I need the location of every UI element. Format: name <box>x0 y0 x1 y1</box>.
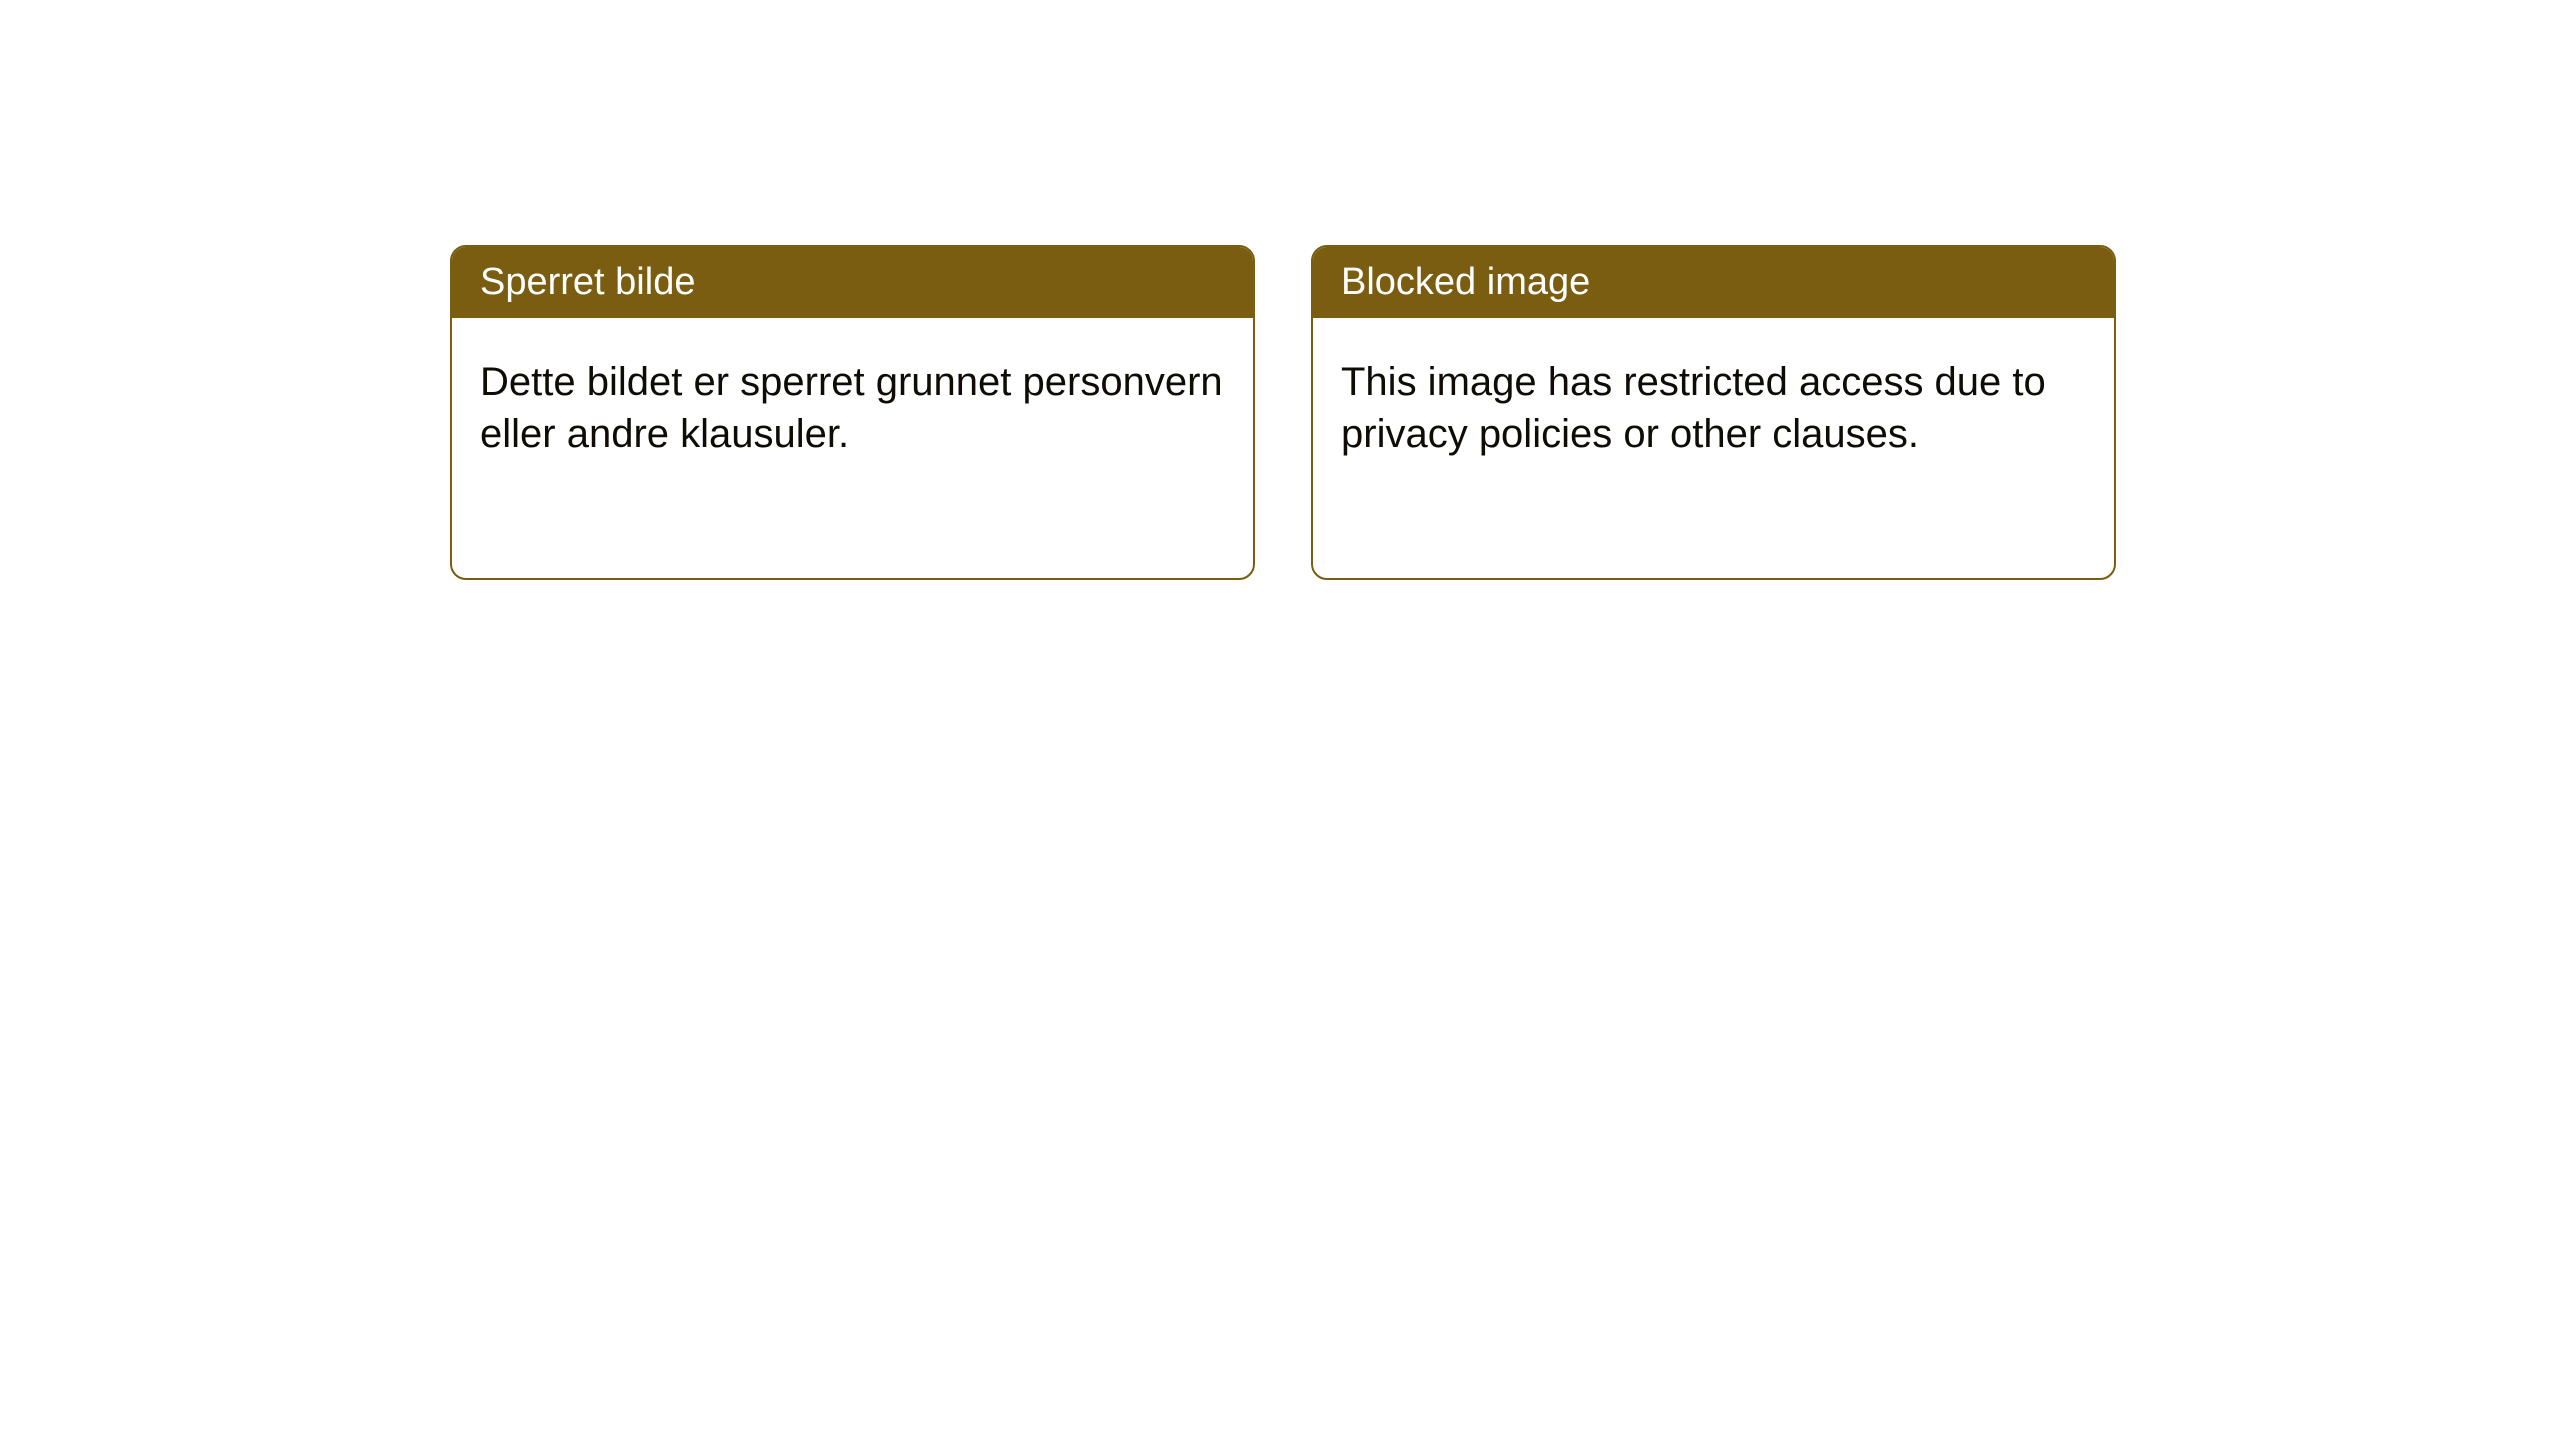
notice-body-english: This image has restricted access due to … <box>1313 318 2114 498</box>
notice-header-english: Blocked image <box>1313 247 2114 318</box>
notice-body-norwegian: Dette bildet er sperret grunnet personve… <box>452 318 1253 498</box>
notice-header-norwegian: Sperret bilde <box>452 247 1253 318</box>
notice-container: Sperret bilde Dette bildet er sperret gr… <box>0 0 2560 580</box>
notice-card-norwegian: Sperret bilde Dette bildet er sperret gr… <box>450 245 1255 580</box>
notice-card-english: Blocked image This image has restricted … <box>1311 245 2116 580</box>
